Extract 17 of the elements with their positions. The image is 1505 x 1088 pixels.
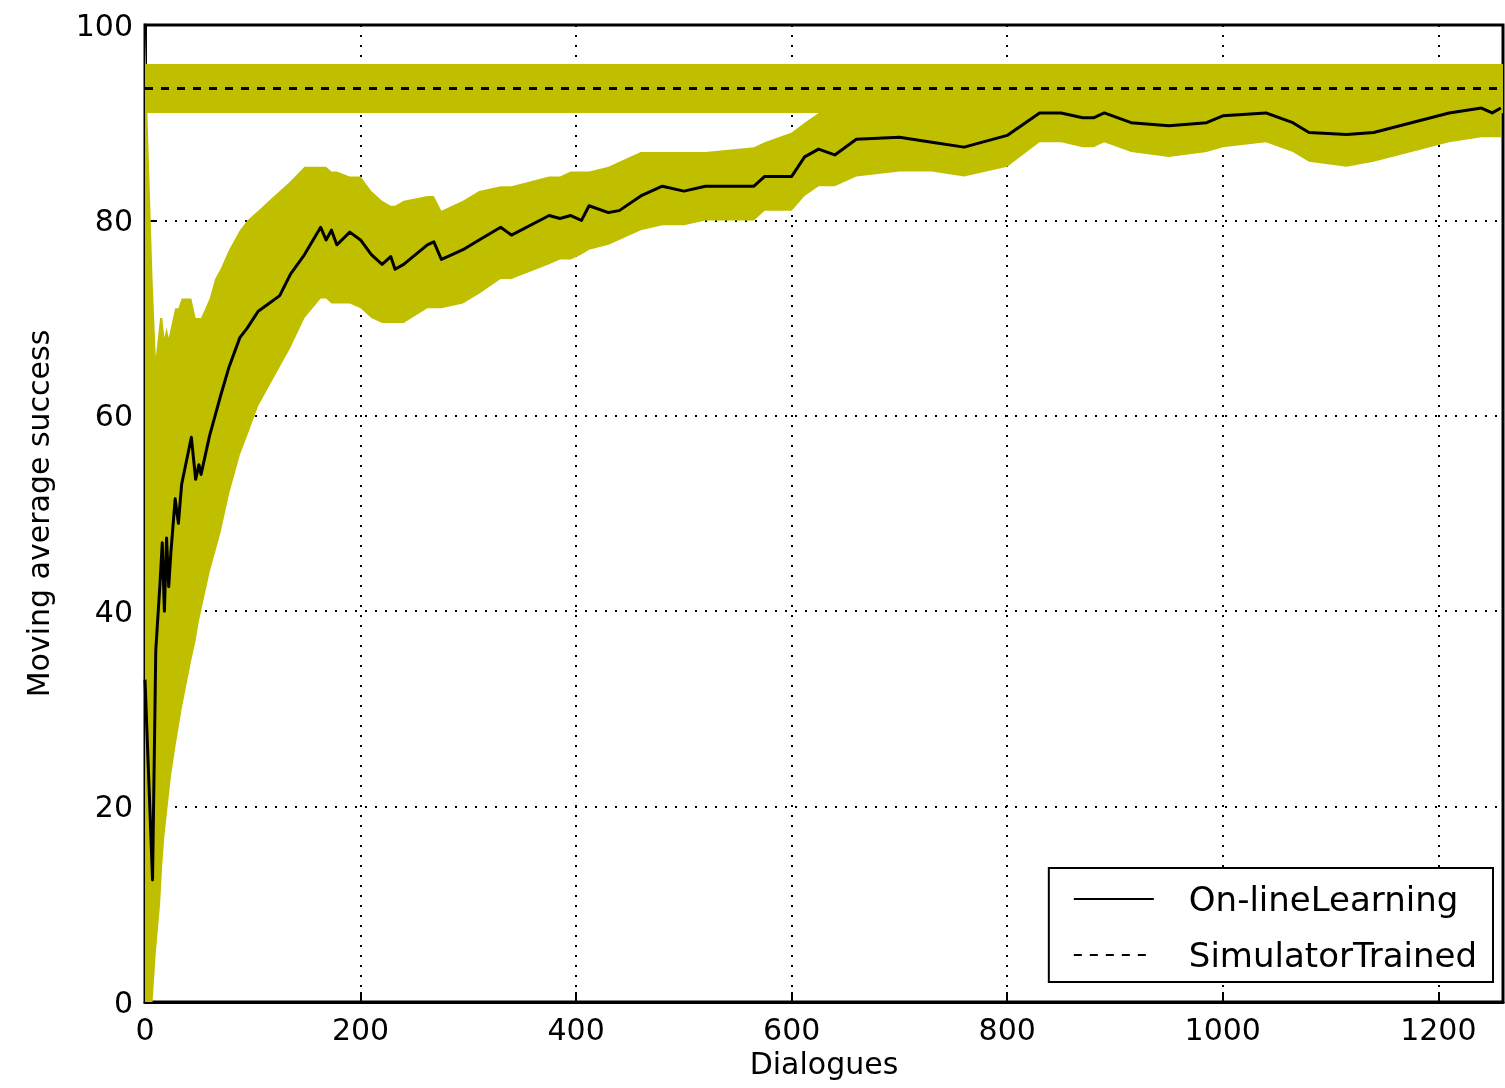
x-tick-label: 600 <box>763 1011 821 1047</box>
y-tick-label: 80 <box>94 202 133 238</box>
legend-label: SimulatorTrained <box>1188 935 1477 975</box>
x-tick-label: 200 <box>331 1011 390 1047</box>
x-tick-label: 1000 <box>1184 1011 1261 1047</box>
x-tick-label: 400 <box>547 1011 605 1047</box>
x-tick-label: 0 <box>135 1011 155 1047</box>
legend-label: On-lineLearning <box>1188 879 1459 919</box>
y-tick-label: 0 <box>113 984 133 1020</box>
y-axis-title: Moving average success <box>20 329 56 698</box>
x-tick-label: 1200 <box>1400 1011 1477 1047</box>
y-tick-label: 100 <box>75 7 133 43</box>
y-tick-label: 20 <box>94 789 133 825</box>
y-tick-label: 40 <box>94 593 133 629</box>
x-axis-title: Dialogues <box>749 1046 899 1082</box>
x-tick-label: 800 <box>978 1011 1036 1047</box>
y-tick-label: 60 <box>94 398 133 434</box>
